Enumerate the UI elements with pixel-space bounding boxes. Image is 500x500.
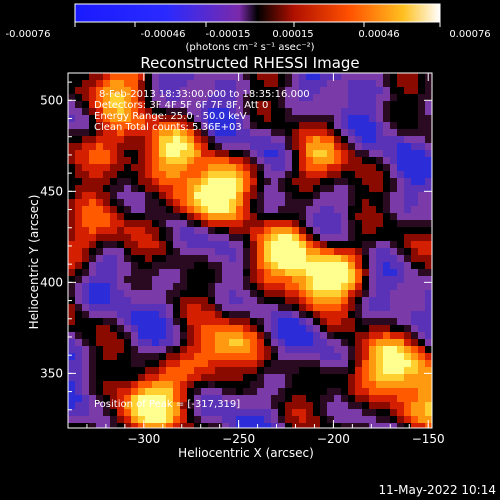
colorbar-tick-label: -0.00046: [141, 29, 186, 40]
colorbar-tick-label: 0.00015: [272, 29, 313, 40]
x-tick-label: −150: [412, 432, 445, 446]
annotation-line: 8-Feb-2013 18:33:00.000 to 18:35:16.000: [99, 89, 310, 100]
colorbar-tick-label: -0.00015: [206, 29, 251, 40]
x-tick-label: −250: [222, 432, 255, 446]
x-tick-label: −200: [317, 432, 350, 446]
colorbar-tick-label: 0.00046: [358, 29, 399, 40]
colorbar: [74, 3, 441, 23]
annotation-line: Energy Range: 25.0 - 50.0 keV: [94, 111, 247, 122]
colorbar-tick-label: 0.00076: [449, 29, 490, 40]
plot-frame: [67, 72, 433, 429]
heatmap-image: [68, 73, 432, 428]
chart-title: Reconstructed RHESSI Image: [140, 54, 359, 72]
y-tick-label: 450: [40, 184, 63, 198]
x-axis-ticks: −300 −250 −200 −150: [67, 73, 445, 446]
footer-timestamp: 11-May-2022 10:14: [379, 483, 496, 497]
colorbar-tick-label: -0.00076: [6, 29, 51, 40]
annotation-line: Detectors: 3F 4F 5F 6F 7F 8F, Att 0: [94, 100, 268, 111]
y-tick-label: 350: [40, 366, 63, 380]
colorbar-units: (photons cm⁻² s⁻¹ asec⁻²): [185, 42, 314, 53]
x-tick-label: −300: [127, 432, 160, 446]
y-axis-label: Heliocentric Y (arcsec): [27, 195, 41, 330]
y-axis-ticks: 350 400 450 500: [40, 81, 432, 429]
y-tick-label: 500: [40, 93, 63, 107]
x-axis-label: Heliocentric X (arcsec): [178, 446, 314, 460]
colorbar-ticks: -0.00076 -0.00046 -0.00015 0.00015 0.00046 0.…: [6, 22, 491, 40]
annotation-block: 8-Feb-2013 18:33:00.000 to 18:35:16.000D…: [94, 89, 310, 133]
peak-label: Position of Peak = [-317,319]: [94, 399, 240, 410]
y-tick-label: 400: [40, 275, 63, 289]
annotation-line: Clean Total counts: 5.36E+03: [94, 122, 242, 133]
